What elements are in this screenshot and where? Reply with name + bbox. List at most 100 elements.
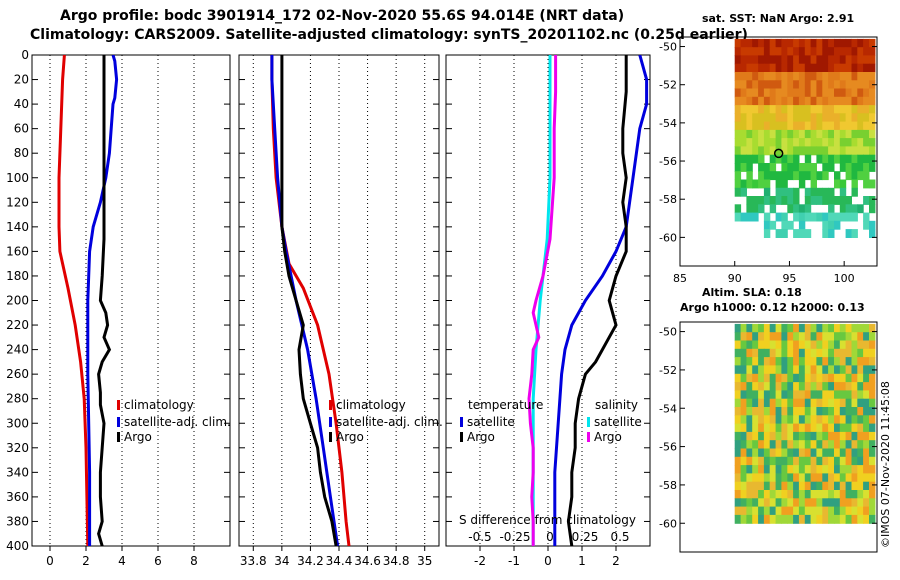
map-cell bbox=[758, 38, 765, 48]
map-cell bbox=[851, 146, 858, 156]
map-cell bbox=[769, 407, 777, 416]
y-tick-label: 0 bbox=[21, 48, 29, 62]
map-cell bbox=[822, 171, 829, 181]
map-cell bbox=[769, 440, 777, 450]
map-cell bbox=[839, 105, 847, 114]
map-cell bbox=[769, 506, 777, 516]
map-cell bbox=[828, 187, 835, 197]
map-cell bbox=[798, 348, 806, 358]
map-cell bbox=[787, 415, 794, 425]
map-cell bbox=[816, 80, 823, 90]
map-cell bbox=[793, 187, 800, 197]
map-cell bbox=[775, 465, 782, 474]
map-y-tick-label: -54 bbox=[659, 402, 677, 415]
map-cell bbox=[822, 382, 829, 391]
map-cell bbox=[816, 498, 823, 508]
map-cell bbox=[734, 38, 742, 48]
map-cell bbox=[752, 456, 759, 466]
map-cell bbox=[740, 96, 747, 106]
map-cell bbox=[869, 105, 876, 114]
map-cell bbox=[851, 498, 858, 508]
map-cell bbox=[822, 365, 829, 375]
map-cell bbox=[775, 365, 782, 375]
map-cell bbox=[834, 498, 841, 508]
map-cell bbox=[839, 398, 847, 408]
map-cell bbox=[752, 196, 759, 205]
map-cell bbox=[734, 72, 742, 81]
map-cell bbox=[752, 357, 759, 366]
map-cell bbox=[734, 146, 742, 156]
map-cell bbox=[781, 323, 788, 333]
map-cell bbox=[863, 179, 870, 189]
map-cell bbox=[793, 348, 800, 358]
map-cell bbox=[804, 105, 812, 114]
panel-frame bbox=[445, 54, 651, 547]
map-cell bbox=[752, 138, 759, 147]
map-cell bbox=[839, 357, 847, 366]
map-cell bbox=[769, 113, 777, 123]
map-cell bbox=[857, 473, 864, 483]
map-cell bbox=[822, 340, 829, 350]
map-cell bbox=[740, 365, 747, 375]
map-cell bbox=[839, 390, 847, 400]
map-cell bbox=[816, 481, 823, 491]
map-cell bbox=[769, 121, 777, 131]
map-cell bbox=[857, 171, 864, 181]
map-cell bbox=[863, 171, 870, 181]
map-cell bbox=[857, 96, 864, 106]
map-cell bbox=[845, 490, 852, 499]
map-cell bbox=[822, 332, 829, 342]
map-cell bbox=[857, 146, 864, 156]
map-cell bbox=[775, 80, 782, 90]
map-cell bbox=[845, 88, 852, 98]
map-cell bbox=[787, 323, 794, 333]
map-cell bbox=[775, 38, 782, 48]
map-cell bbox=[828, 163, 835, 172]
map-cell bbox=[857, 38, 864, 48]
map-cell bbox=[758, 146, 765, 156]
map-cell bbox=[810, 212, 817, 222]
map-cell bbox=[839, 365, 847, 375]
map-cell bbox=[763, 38, 771, 48]
map-cell bbox=[769, 38, 777, 48]
map-cell bbox=[781, 47, 788, 57]
map-cell bbox=[810, 407, 817, 416]
map-cell bbox=[822, 163, 829, 172]
map-cell bbox=[752, 506, 759, 516]
map-cell bbox=[740, 440, 747, 450]
map-cell bbox=[863, 72, 870, 81]
y-tick-label: 400 bbox=[6, 539, 29, 553]
map-cell bbox=[863, 398, 870, 408]
map-cell bbox=[781, 382, 788, 391]
map-cell bbox=[804, 398, 812, 408]
map-cell bbox=[839, 448, 847, 458]
sla-map-panel: -50 -52 -54 -56 -58 -60 bbox=[659, 321, 878, 553]
map-cell bbox=[798, 490, 806, 499]
map-cell bbox=[857, 514, 864, 524]
map-cell bbox=[740, 373, 747, 383]
map-cell bbox=[822, 47, 829, 57]
map-cell bbox=[763, 220, 771, 230]
map-cell bbox=[740, 415, 747, 425]
map-cell bbox=[740, 514, 747, 524]
map-cell bbox=[863, 154, 870, 164]
map-cell bbox=[863, 212, 870, 222]
map-cell bbox=[828, 332, 835, 342]
map-cell bbox=[798, 373, 806, 383]
map-cell bbox=[763, 171, 771, 181]
map-cell bbox=[839, 340, 847, 350]
map-cell bbox=[857, 72, 864, 81]
map-cell bbox=[834, 440, 841, 450]
map-cell bbox=[828, 431, 835, 441]
map-cell bbox=[863, 323, 870, 333]
map-cell bbox=[869, 154, 876, 164]
series-line-satellite-adj-clim- bbox=[86, 55, 119, 546]
map-cell bbox=[793, 154, 800, 164]
map-cell bbox=[816, 171, 823, 181]
map-cell bbox=[740, 146, 747, 156]
map-cell bbox=[746, 340, 753, 350]
map-cell bbox=[758, 332, 765, 342]
map-cell bbox=[798, 323, 806, 333]
map-cell bbox=[851, 154, 858, 164]
map-cell bbox=[752, 121, 759, 131]
